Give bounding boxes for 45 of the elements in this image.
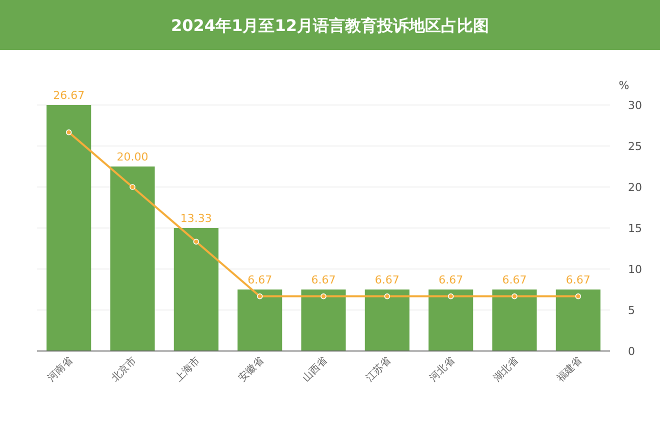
point bbox=[512, 293, 518, 300]
data-label: 6.67 bbox=[311, 274, 336, 286]
x-tick-label: 福建省 bbox=[554, 354, 584, 384]
x-tick-label: 上海市 bbox=[172, 354, 202, 384]
y-tick-label: 0 bbox=[628, 345, 635, 358]
x-tick-label: 安徽省 bbox=[236, 354, 266, 384]
bar bbox=[364, 290, 410, 351]
bar bbox=[301, 290, 346, 351]
x-tick-label: 河南省 bbox=[45, 354, 75, 384]
point bbox=[66, 129, 72, 136]
point bbox=[320, 293, 326, 300]
y-tick-label: 10 bbox=[628, 263, 642, 276]
point bbox=[448, 293, 454, 300]
y-tick-label: 20 bbox=[628, 181, 642, 194]
data-label: 6.67 bbox=[566, 274, 590, 286]
point bbox=[256, 293, 263, 300]
point bbox=[193, 238, 200, 245]
y-tick-label: 15 bbox=[628, 222, 642, 235]
point bbox=[130, 184, 136, 190]
data-label: 6.67 bbox=[374, 274, 400, 286]
bar bbox=[174, 228, 218, 351]
data-label: 6.67 bbox=[248, 274, 272, 286]
data-label: 20.00 bbox=[116, 150, 148, 164]
y-axis-title: % bbox=[618, 79, 630, 92]
x-tick-label: 湖北省 bbox=[490, 354, 521, 384]
point bbox=[575, 293, 582, 300]
bar bbox=[556, 290, 600, 351]
point bbox=[384, 293, 390, 300]
bar bbox=[46, 105, 92, 351]
x-tick-label: 山西省 bbox=[300, 354, 330, 384]
x-tick-label: 河北省 bbox=[427, 354, 457, 384]
data-label: 26.67 bbox=[53, 89, 85, 102]
x-tick-label: 北京市 bbox=[108, 354, 139, 384]
data-label: 6.67 bbox=[438, 274, 464, 286]
chart-title: 2024年1月至12月语言教育投诉地区占比图 bbox=[171, 16, 489, 35]
bar bbox=[238, 290, 282, 351]
y-tick-label: 5 bbox=[628, 304, 635, 317]
x-tick-label: 江苏省 bbox=[364, 354, 394, 384]
y-tick-label: 30 bbox=[628, 99, 642, 112]
bar bbox=[110, 166, 155, 351]
bar bbox=[492, 290, 537, 351]
y-tick-label: 25 bbox=[628, 140, 642, 153]
data-label: 13.33 bbox=[180, 212, 212, 225]
data-label: 6.67 bbox=[502, 274, 527, 286]
bar bbox=[428, 290, 474, 351]
